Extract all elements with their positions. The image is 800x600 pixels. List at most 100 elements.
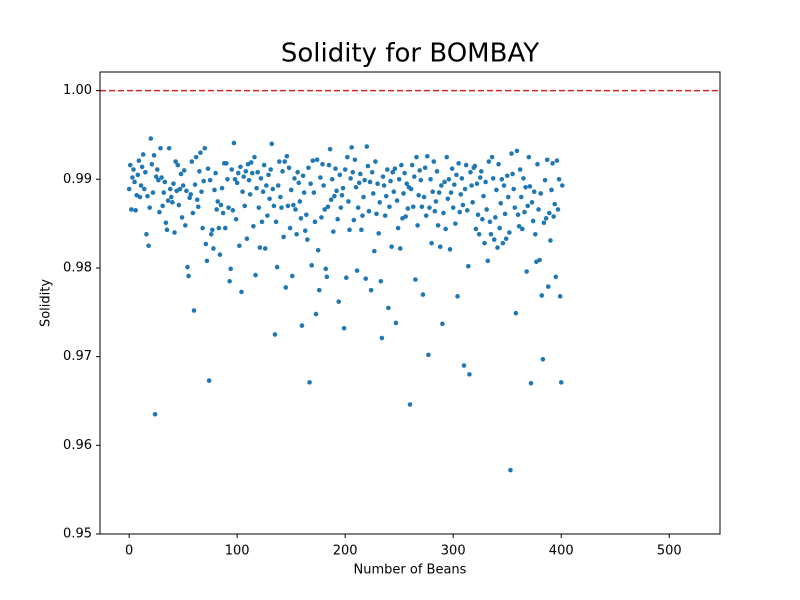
data-point (163, 220, 169, 226)
data-point (130, 175, 135, 180)
data-point (477, 175, 483, 180)
data-point (495, 245, 500, 250)
data-point (418, 177, 424, 183)
data-point (332, 193, 337, 199)
data-point (162, 179, 168, 185)
data-point (342, 167, 348, 172)
data-point (295, 169, 300, 175)
data-point (518, 194, 524, 200)
data-point (552, 201, 558, 207)
data-point (364, 144, 370, 149)
data-point (370, 191, 376, 196)
data-point (278, 194, 283, 200)
data-point (270, 186, 276, 192)
data-point (217, 252, 223, 257)
data-point (244, 236, 250, 242)
data-point (190, 210, 196, 216)
data-point (308, 181, 313, 187)
data-point (481, 193, 486, 199)
data-point (175, 162, 181, 168)
data-point (362, 177, 367, 183)
data-point (545, 284, 551, 289)
data-point (363, 276, 369, 281)
data-point (202, 145, 208, 151)
data-point (232, 176, 238, 182)
data-point (328, 197, 334, 202)
data-point (242, 203, 248, 209)
data-point (348, 176, 353, 181)
data-point (356, 180, 362, 186)
x-axis-label: Number of Beans (354, 563, 467, 578)
data-point (228, 266, 233, 272)
data-point (386, 305, 391, 311)
data-point (373, 159, 378, 164)
data-point (258, 176, 264, 181)
data-point (240, 189, 245, 195)
data-point (499, 176, 505, 182)
data-point (168, 194, 174, 200)
data-point (375, 181, 380, 187)
data-point (197, 169, 202, 174)
data-point (468, 169, 473, 175)
data-point (522, 209, 527, 215)
data-point (485, 258, 491, 264)
data-point (208, 231, 214, 237)
data-point (557, 294, 563, 299)
y-tick-label: 0.99 (63, 172, 92, 187)
data-point (387, 204, 392, 210)
data-point (514, 148, 520, 154)
y-tick-label: 0.97 (63, 349, 92, 364)
data-point (544, 157, 550, 163)
data-point (257, 245, 263, 250)
data-point (541, 220, 547, 226)
data-point (358, 171, 363, 177)
data-point (531, 189, 537, 195)
data-point (306, 165, 311, 171)
data-point (243, 169, 249, 174)
data-point (296, 180, 302, 186)
data-point (454, 172, 459, 178)
data-point (249, 170, 255, 176)
data-point (324, 274, 330, 280)
data-point (402, 170, 407, 176)
data-point (144, 231, 149, 237)
data-point (493, 215, 498, 220)
data-point (365, 163, 371, 169)
data-point (171, 181, 176, 187)
data-point (448, 190, 454, 195)
data-point (238, 164, 243, 170)
data-point (187, 195, 192, 201)
data-point (137, 194, 143, 200)
data-point (556, 176, 562, 182)
data-point (431, 159, 437, 164)
data-point (558, 380, 564, 385)
data-point (444, 154, 450, 160)
data-point (550, 161, 555, 166)
data-point (413, 277, 418, 282)
data-point (498, 200, 504, 206)
data-point (265, 213, 270, 218)
data-point (131, 167, 136, 172)
data-point (436, 190, 442, 195)
data-point (404, 181, 410, 187)
data-point (170, 200, 175, 205)
data-point (349, 145, 354, 150)
data-point (380, 174, 386, 179)
data-point (350, 169, 356, 175)
data-point (515, 212, 521, 218)
x-tick-label: 0 (125, 544, 133, 559)
data-point (147, 205, 152, 210)
data-point (432, 208, 438, 214)
data-point (455, 294, 460, 299)
data-point (463, 162, 469, 168)
data-point (316, 287, 322, 293)
data-point (451, 182, 457, 187)
data-point (150, 190, 156, 195)
data-point (476, 231, 482, 237)
data-point (355, 205, 361, 210)
data-point (195, 204, 201, 210)
data-point (345, 154, 350, 160)
data-point (490, 176, 496, 181)
data-point (405, 206, 411, 211)
data-point (549, 187, 554, 193)
